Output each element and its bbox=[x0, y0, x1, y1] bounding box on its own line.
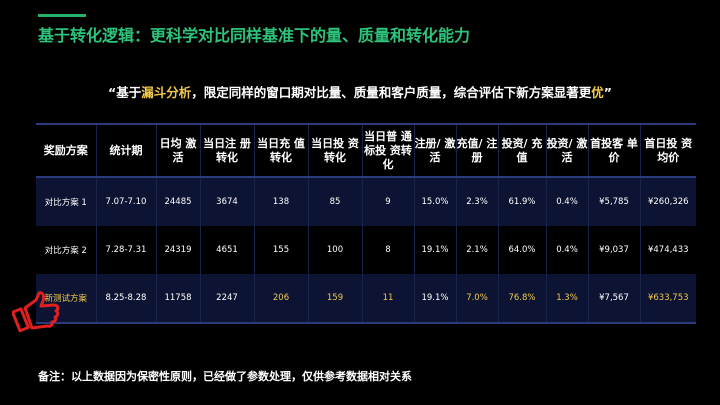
comparison-table: 奖励方案 统计期 日均 激活 当日注 册转化 当日充 值转化 当日投 资转化 当… bbox=[36, 123, 696, 324]
footnote: 备注：以上数据因为保密性原则，已经做了参数处理，仅供参考数据相对关系 bbox=[38, 370, 412, 383]
table-cell: 7.28-7.31 bbox=[95, 226, 156, 274]
table-cell: 7.07-7.10 bbox=[95, 177, 156, 226]
table-row: 对比方案 2 7.28-7.31 24319 4651 155 100 8 19… bbox=[36, 226, 696, 274]
summary-quote: “基于漏斗分析，限定同样的窗口期对比量、质量和客户质量，综合评估下新方案显著更优… bbox=[0, 82, 720, 101]
table-cell: 2247 bbox=[199, 274, 254, 324]
table-cell: 11758 bbox=[155, 274, 200, 324]
table-cell: 138 bbox=[253, 177, 308, 226]
header-cell: 首投客 单价 bbox=[587, 123, 640, 178]
table-cell: 2.1% bbox=[455, 226, 498, 274]
table-cell: ¥9,037 bbox=[587, 226, 640, 274]
header-cell: 当日普 通标投 资转化 bbox=[361, 123, 414, 178]
table-cell: 100 bbox=[307, 226, 362, 274]
table-cell: 8 bbox=[361, 226, 414, 274]
table-cell: 3674 bbox=[199, 177, 254, 226]
header-cell: 充值/ 注册 bbox=[455, 123, 498, 178]
table-cell: 7.0% bbox=[455, 274, 498, 324]
quote-highlight-better: 优 bbox=[591, 85, 604, 100]
table-cell: 0.4% bbox=[545, 177, 588, 226]
table-cell: 206 bbox=[253, 274, 308, 324]
table-cell: 61.9% bbox=[497, 177, 546, 226]
table-cell: 24319 bbox=[155, 226, 200, 274]
title-accent-line bbox=[38, 14, 86, 17]
header-cell: 注册/ 激活 bbox=[413, 123, 456, 178]
table-cell: ¥474,433 bbox=[639, 226, 696, 274]
table-cell: 24485 bbox=[155, 177, 200, 226]
table-cell: 2.3% bbox=[455, 177, 498, 226]
table-cell: 155 bbox=[253, 226, 308, 274]
table-cell: 64.0% bbox=[497, 226, 546, 274]
header-cell: 当日充 值转化 bbox=[253, 123, 308, 178]
table-cell: ¥5,785 bbox=[587, 177, 640, 226]
table-cell: 19.1% bbox=[413, 226, 456, 274]
table-cell: 159 bbox=[307, 274, 362, 324]
table-cell: 19.1% bbox=[413, 274, 456, 324]
header-cell: 投资/ 激活 bbox=[545, 123, 588, 178]
table-cell: ¥260,326 bbox=[639, 177, 696, 226]
table-cell: 9 bbox=[361, 177, 414, 226]
quote-highlight-funnel: 漏斗分析 bbox=[141, 85, 192, 100]
table-cell: ¥633,753 bbox=[639, 274, 696, 324]
table-cell: 4651 bbox=[199, 226, 254, 274]
quote-middle: ，限定同样的窗口期对比量、质量和客户质量，综合评估下新方案显著更 bbox=[191, 85, 592, 100]
table-cell: 15.0% bbox=[413, 177, 456, 226]
table-cell: 85 bbox=[307, 177, 362, 226]
thumbs-up-icon bbox=[12, 291, 60, 333]
table-row-new-plan: 新测试方案 8.25-8.28 11758 2247 206 159 11 19… bbox=[36, 274, 696, 324]
header-cell: 当日注 册转化 bbox=[199, 123, 254, 178]
table-header-row: 奖励方案 统计期 日均 激活 当日注 册转化 当日充 值转化 当日投 资转化 当… bbox=[36, 123, 696, 178]
table-cell: 8.25-8.28 bbox=[95, 274, 156, 324]
table-cell: ¥7,567 bbox=[587, 274, 640, 324]
table-cell: 11 bbox=[361, 274, 414, 324]
quote-prefix: 基于 bbox=[116, 85, 142, 100]
header-cell: 日均 激活 bbox=[155, 123, 200, 178]
table-cell: 1.3% bbox=[545, 274, 588, 324]
slide-title: 基于转化逻辑：更科学对比同样基准下的量、质量和转化能力 bbox=[38, 26, 471, 45]
header-cell: 统计期 bbox=[95, 123, 156, 178]
table-cell: 新测试方案 bbox=[36, 274, 96, 324]
table-cell: 对比方案 2 bbox=[36, 226, 96, 274]
quote-open-mark: “ bbox=[108, 85, 117, 100]
header-cell: 投资/ 充值 bbox=[497, 123, 546, 178]
table-cell: 0.4% bbox=[545, 226, 588, 274]
header-cell: 奖励方案 bbox=[36, 123, 96, 178]
header-cell: 当日投 资转化 bbox=[307, 123, 362, 178]
header-cell: 首日投 资均价 bbox=[639, 123, 696, 178]
table-cell: 76.8% bbox=[497, 274, 546, 324]
table-cell: 对比方案 1 bbox=[36, 177, 96, 226]
quote-close-mark: ” bbox=[603, 85, 612, 100]
table-row: 对比方案 1 7.07-7.10 24485 3674 138 85 9 15.… bbox=[36, 177, 696, 226]
